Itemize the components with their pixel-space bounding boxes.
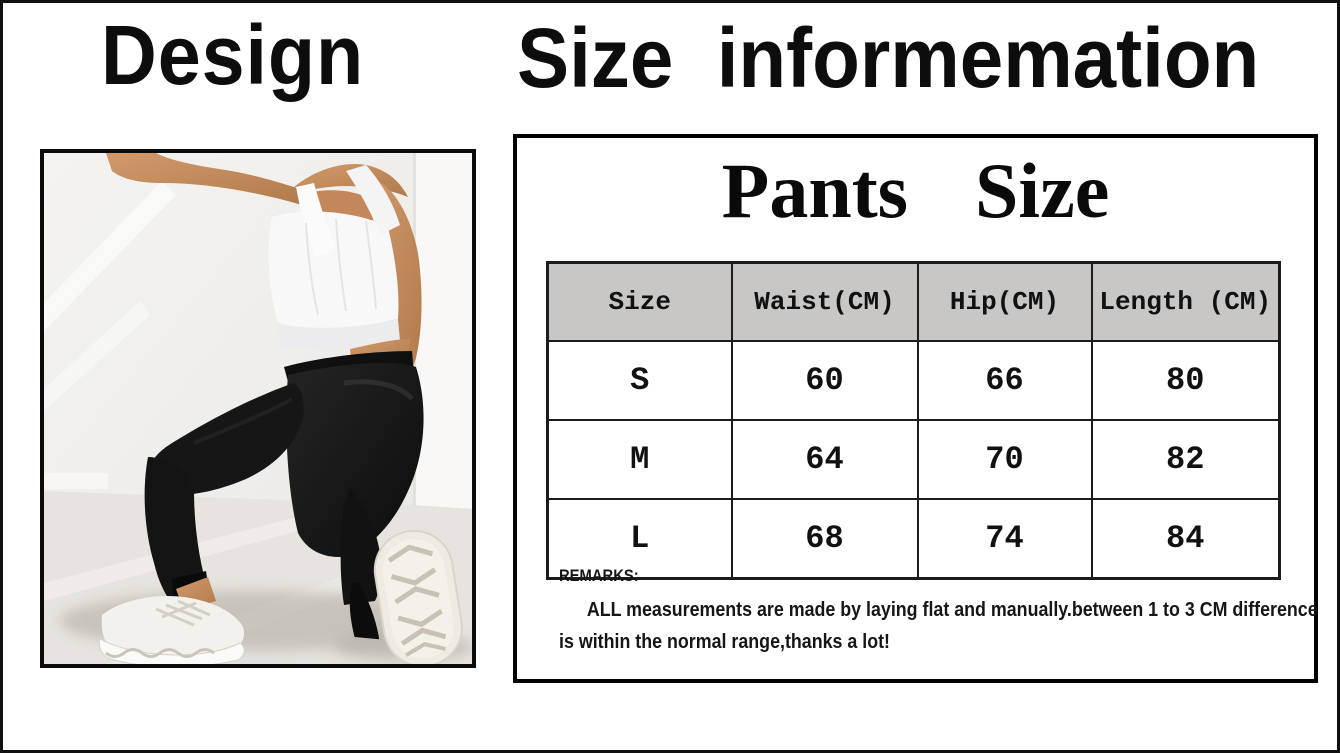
cell-size: S [546,340,733,421]
size-table-header-row: Size Waist(CM) Hip(CM) Length (CM) [546,261,1281,342]
cell-size: L [546,498,733,580]
cell-length: 84 [1090,498,1281,580]
cell-hip: 74 [916,498,1093,580]
remarks-line-1: ALL measurements are made by laying flat… [586,598,1318,621]
design-section-title: Design [101,8,365,102]
cell-hip: 70 [916,419,1093,500]
cell-size: M [546,419,733,500]
remarks-label: REMARKS: [559,566,639,585]
left-shoe [98,595,245,664]
table-row-s: S 60 66 80 [546,340,1281,421]
header-size: Size [546,261,733,342]
header-waist: Waist(CM) [730,261,919,342]
cell-length: 82 [1090,419,1281,500]
crop-top [268,165,400,350]
product-photo [44,153,472,664]
table-row-m: M 64 70 82 [546,419,1281,500]
right-shoe-sole [349,529,463,664]
cell-waist: 68 [730,498,919,580]
design-photo-frame [40,149,476,668]
cell-length: 80 [1090,340,1281,421]
cell-waist: 60 [730,340,919,421]
size-table: Size Waist(CM) Hip(CM) Length (CM) S 60 … [546,261,1281,580]
table-row-l: L 68 74 84 [546,498,1281,580]
figure-arm-extended [106,153,306,205]
remarks-line-2: is within the normal range,thanks a lot! [559,630,890,653]
size-info-panel: Pants Size Size Waist(CM) Hip(CM) Length… [513,134,1318,683]
header-length: Length (CM) [1090,261,1281,342]
cell-waist: 64 [730,419,919,500]
cell-hip: 66 [916,340,1093,421]
remarks-block: REMARKS: ALL measurements are made by la… [559,566,1318,658]
model-figure [98,153,463,664]
pants-size-title: Pants Size [721,147,1110,234]
size-information-title: Size informemation [517,11,1260,105]
header-hip: Hip(CM) [916,261,1093,342]
